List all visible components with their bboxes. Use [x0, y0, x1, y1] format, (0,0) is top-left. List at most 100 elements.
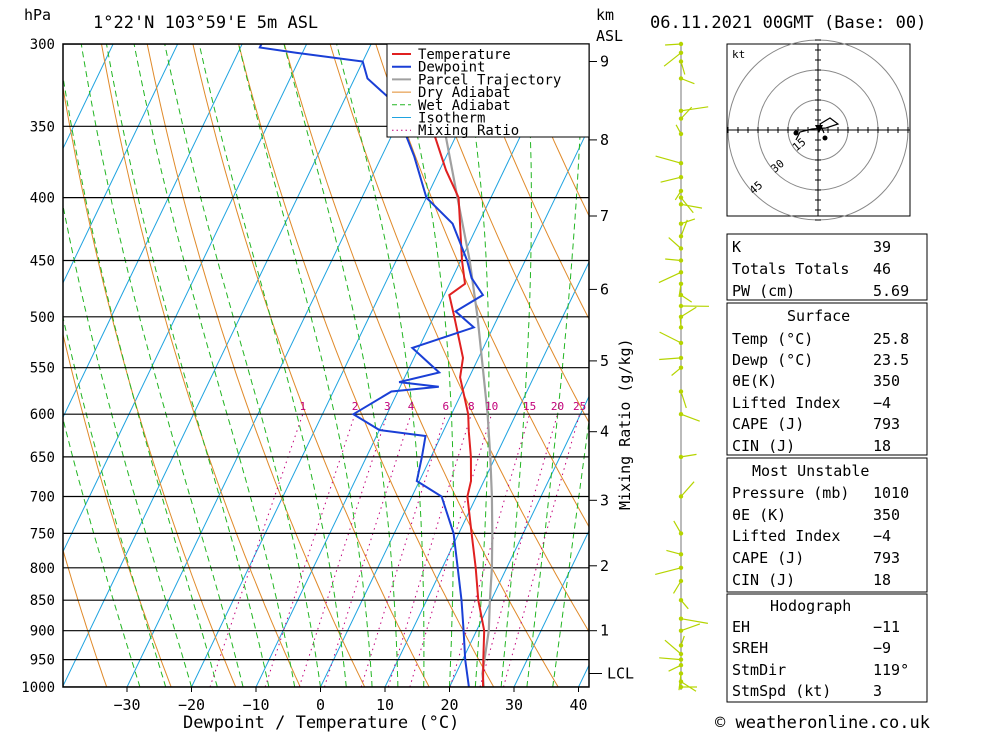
legend-label: Parcel Trajectory [418, 72, 561, 88]
pressure-tick-label: 400 [30, 191, 55, 207]
mixing-ratio-line [298, 414, 388, 687]
wind-barb-dot [678, 258, 684, 263]
wind-barb-dot [678, 116, 684, 121]
pressure-tick-label: 500 [30, 310, 55, 326]
mu-li-label: Lifted Index [732, 527, 840, 545]
wind-barb [680, 618, 709, 624]
wind-barb [680, 623, 701, 632]
wind-barb-dot [678, 531, 684, 536]
mixing-ratio-axis-title: Mixing Ratio (g/kg) [616, 338, 634, 510]
isotherm-line [63, 44, 114, 150]
tt-label: Totals Totals [732, 260, 849, 278]
mixing-ratio-tick-label: 1 [299, 400, 306, 413]
indices-box [726, 233, 928, 301]
k-value: 39 [873, 238, 891, 256]
legend-label: Mixing Ratio [418, 123, 519, 139]
hodograph-params-box [726, 593, 928, 703]
dry-adiabat-line [63, 548, 108, 687]
wind-barb [680, 413, 700, 422]
wind-barb [680, 106, 693, 120]
hodo-stmdir-value: 119° [873, 661, 909, 679]
pressure-tick-label: 700 [30, 490, 55, 506]
mixing-ratio-tick-label: 2 [352, 400, 359, 413]
wind-barb-dot [678, 314, 684, 319]
temp-tick-label: −10 [242, 696, 269, 714]
km-unit-label: km [596, 6, 614, 24]
wind-barb [655, 155, 682, 164]
surface-cin-label: CIN (J) [732, 437, 795, 455]
indices-table: K 39 Totals Totals 46 PW (cm) 5.69 [726, 233, 928, 301]
dry-adiabat-line [63, 332, 172, 687]
wind-barb-dot [678, 202, 684, 207]
mu-pres-label: Pressure (mb) [732, 484, 849, 502]
temp-tick-label: 30 [505, 696, 523, 714]
wind-barb [665, 258, 682, 262]
wind-barb-dot [678, 195, 684, 200]
temperature-line [430, 125, 486, 687]
wet-adiabat-line [526, 44, 584, 687]
km-tick-label: 3 [600, 491, 609, 509]
km-tick-label: 5 [600, 352, 609, 370]
pressure-tick-label: 750 [30, 526, 55, 542]
wind-barb [664, 639, 682, 655]
wind-barb-dot [678, 412, 684, 417]
wind-barb [680, 77, 695, 85]
surface-table: Surface Temp (°C) 25.8 Dewp (°C) 23.5 θE… [726, 302, 928, 456]
temp-tick-label: −20 [178, 696, 205, 714]
wind-barb-dot [678, 108, 684, 114]
surface-cape-value: 793 [873, 415, 900, 433]
dry-adiabat-line [953, 0, 1000, 713]
wet-adiabat-line [552, 417, 589, 687]
wind-barb [678, 283, 682, 297]
mixing-ratio-line [360, 414, 447, 687]
isotherm-line [63, 44, 243, 419]
wind-barb-dot [678, 41, 684, 47]
km-tick-label: 6 [600, 280, 609, 298]
mixing-ratio-line [324, 414, 412, 687]
wind-barb [680, 681, 697, 692]
dry-adiabat-line [420, 44, 589, 424]
wind-barb [663, 52, 682, 67]
wind-barb [680, 61, 686, 75]
surface-cin-value: 18 [873, 437, 891, 455]
wind-barb [660, 176, 682, 183]
wind-barb-dot [678, 281, 684, 286]
wind-barb-dot [678, 221, 684, 226]
isotherm-line [63, 44, 372, 687]
wet-adiabat-line [63, 416, 141, 687]
wind-barb-dot [678, 161, 684, 166]
mixing-ratio-tick-label: 25 [573, 400, 586, 413]
isotherm-line [319, 126, 589, 687]
datetime-title: 06.11.2021 00GMT (Base: 00) [650, 13, 926, 33]
wet-adiabat-line [283, 44, 399, 687]
pressure-unit-label: hPa [24, 6, 51, 24]
wind-barbs [655, 41, 710, 692]
surface-li-label: Lifted Index [732, 394, 840, 412]
pressure-tick-label: 550 [30, 361, 55, 377]
mu-cin-label: CIN (J) [732, 571, 795, 589]
dry-adiabat-line [63, 84, 237, 687]
wet-adiabat-line [164, 44, 321, 687]
dry-adiabat-line [512, 44, 589, 217]
mu-li-value: −4 [873, 527, 891, 545]
wind-barb [658, 271, 682, 284]
wind-barb [678, 673, 682, 691]
pressure-tick-label: 1000 [21, 680, 55, 696]
temp-tick-label: 40 [569, 696, 587, 714]
wind-barb [668, 237, 682, 249]
wet-adiabat-line [336, 44, 425, 687]
km-tick-label: 7 [600, 207, 609, 225]
wind-barb-dot [678, 389, 684, 394]
wind-barb-dot [678, 234, 684, 239]
wind-barb [673, 520, 682, 534]
wind-barb [659, 357, 682, 361]
mu-title: Most Unstable [752, 462, 869, 480]
mixing-ratio-tick-label: 4 [408, 400, 415, 413]
wind-barb [680, 391, 687, 409]
hodograph-ring-label: 45 [747, 179, 766, 197]
wet-adiabat-line [198, 44, 347, 687]
wind-barb-dot [678, 651, 684, 657]
